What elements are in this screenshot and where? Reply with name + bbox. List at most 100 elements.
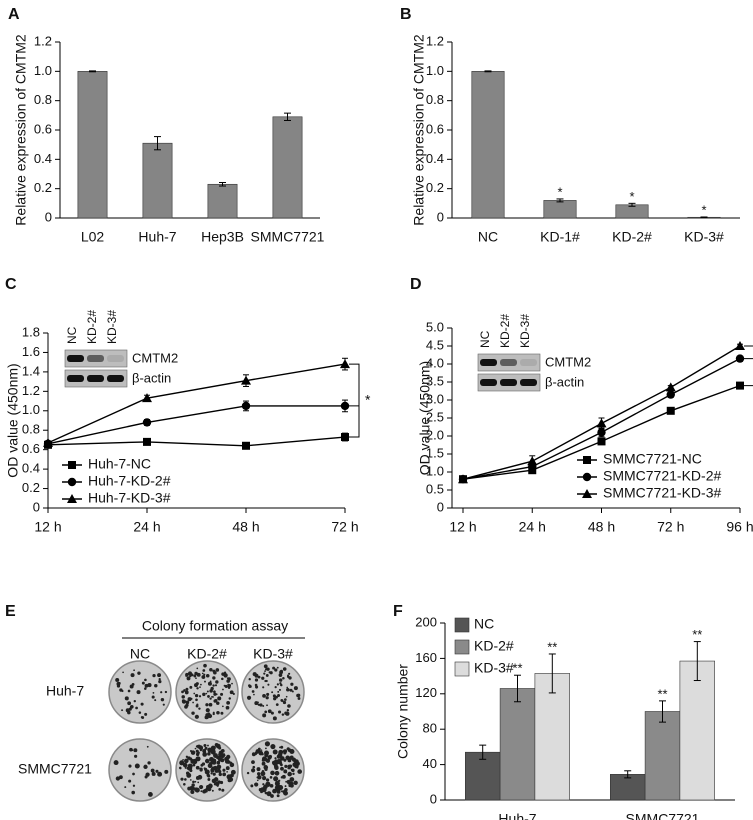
colony (248, 684, 251, 688)
blot-band (67, 375, 84, 382)
colony (281, 699, 284, 702)
colony (255, 675, 258, 678)
x-tick-label: KD-2# (612, 229, 652, 245)
colony (266, 667, 270, 671)
band-label: CMTM2 (132, 350, 178, 365)
colony (119, 688, 123, 692)
colony (288, 676, 292, 680)
colony (121, 709, 124, 712)
colony (289, 777, 295, 782)
colony (296, 693, 301, 698)
colony (221, 788, 225, 792)
colony (113, 760, 119, 766)
colony (179, 760, 185, 766)
colony (255, 753, 257, 756)
colony (141, 681, 145, 685)
colony (295, 761, 300, 767)
y-tick-label: 1.0 (426, 463, 444, 478)
dish (108, 738, 172, 802)
colony (223, 671, 227, 674)
colony (276, 794, 280, 798)
colony (189, 779, 192, 781)
panel-label: A (8, 6, 20, 23)
point (666, 406, 675, 415)
colony (266, 704, 268, 707)
colony (135, 706, 138, 710)
legend-label: Huh-7-KD-2# (88, 473, 171, 489)
y-tick-label: 2.0 (426, 427, 444, 442)
colony (265, 696, 269, 700)
panel-label: F (393, 603, 403, 620)
colony (291, 768, 295, 773)
x-tick-label: SMMC7721 (626, 811, 700, 820)
colony (283, 698, 287, 701)
colony (160, 691, 163, 694)
colony (286, 779, 291, 784)
x-tick-label: Huh-7 (498, 811, 536, 820)
x-tick-label: 48 h (232, 519, 259, 535)
colony (133, 699, 136, 703)
colony (194, 747, 197, 750)
colony (164, 690, 168, 694)
band-label: β-actin (545, 374, 584, 389)
colony (257, 675, 261, 679)
colony (211, 789, 214, 792)
colony (181, 695, 185, 699)
colony (196, 744, 199, 747)
colony (274, 759, 278, 764)
colony (268, 754, 273, 759)
colony (214, 743, 219, 747)
colony (186, 772, 192, 778)
colony (251, 690, 255, 693)
significance: ** (657, 686, 667, 701)
panel-label: B (400, 6, 412, 23)
colony (272, 666, 276, 670)
colony (288, 784, 292, 788)
colony (182, 758, 184, 761)
colony (254, 678, 259, 682)
y-tick-label: 0.8 (22, 422, 40, 437)
colony (279, 682, 282, 685)
colony (205, 703, 209, 707)
colony (285, 780, 288, 783)
colony (257, 773, 260, 777)
colony (294, 765, 297, 769)
colony (260, 771, 266, 777)
colony (133, 669, 135, 672)
x-tick-label: 96 h (726, 519, 753, 535)
colony (229, 761, 233, 764)
y-tick-label: 0 (33, 499, 40, 514)
colony (185, 755, 189, 758)
lane-label: KD-2# (498, 314, 512, 348)
colony (274, 757, 277, 760)
blot-band (500, 359, 517, 366)
y-axis-label: Colony number (395, 664, 411, 759)
colony (210, 772, 213, 775)
point (340, 359, 350, 369)
y-tick-label: 1.0 (22, 402, 40, 417)
colony (118, 681, 121, 685)
colony (212, 746, 216, 750)
colony (232, 692, 235, 696)
y-tick-label: 0.4 (34, 151, 52, 166)
colony (260, 787, 265, 791)
y-tick-label: 4.0 (426, 355, 444, 370)
colony (209, 697, 212, 700)
colony (227, 686, 231, 690)
colony (290, 682, 294, 686)
x-tick-label: KD-1# (540, 229, 580, 245)
point (340, 401, 350, 411)
lane-label: KD-3# (105, 310, 119, 344)
point (458, 474, 468, 484)
colony (286, 748, 289, 750)
colony (202, 669, 206, 672)
colony (183, 763, 186, 766)
colony (199, 686, 201, 688)
colony (250, 784, 254, 788)
blot-band (520, 379, 537, 386)
colony (129, 684, 134, 689)
colony (222, 772, 227, 777)
colony (144, 678, 147, 682)
colony (278, 678, 283, 682)
colony (265, 758, 271, 763)
